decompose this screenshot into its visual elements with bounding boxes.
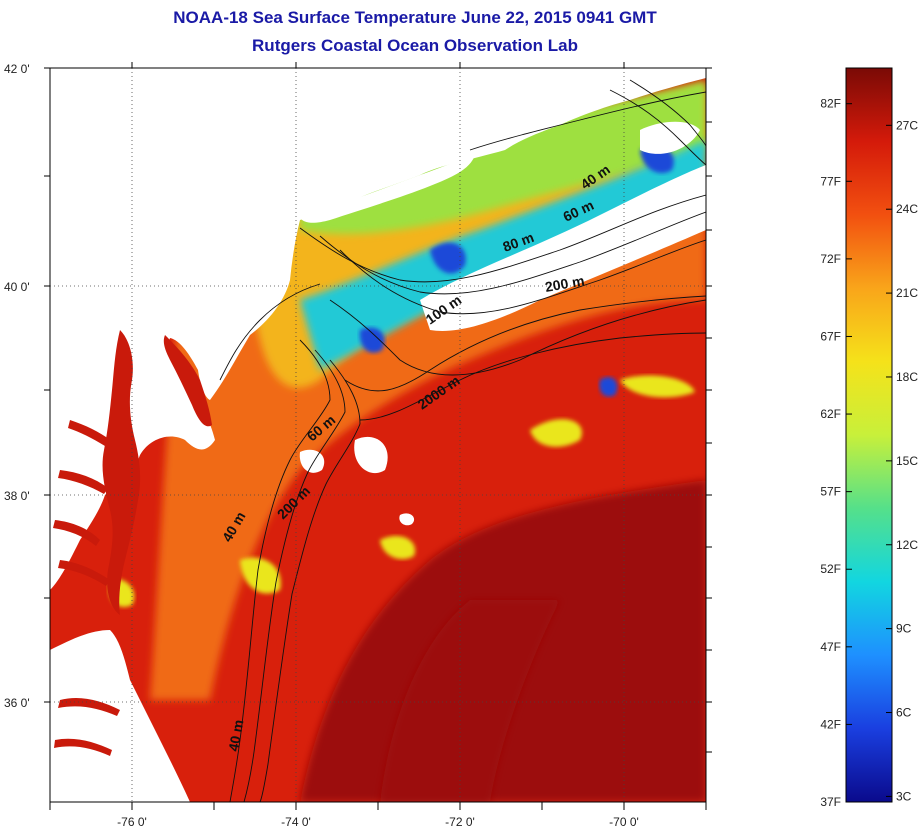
map-title: NOAA-18 Sea Surface Temperature June 22,…: [173, 8, 657, 27]
colorbar: 82F 77F 72F 67F 62F 57F 52F 47F 42F 37F 27C 24C 21C…: [820, 67, 918, 809]
lat-label-36: 36 0': [4, 696, 30, 710]
lon-label-70: -70 0': [609, 815, 639, 829]
colorbar-c-label: 12C: [896, 538, 918, 552]
contour-label-200m-north: 200 m: [544, 272, 586, 295]
cold-band-region: [300, 140, 706, 370]
graticule: [50, 68, 706, 802]
colorbar-f-label: 37F: [820, 795, 841, 809]
land-southern-coast: [50, 630, 190, 802]
lon-label-76: -76 0': [117, 815, 147, 829]
lon-label-74: -74 0': [281, 815, 311, 829]
colorbar-c-label: 9C: [896, 622, 912, 636]
colorbar-gradient: [845, 67, 893, 803]
lon-label-72: -72 0': [445, 815, 475, 829]
colorbar-f-label: 72F: [820, 252, 841, 266]
axis-ticks: [44, 62, 712, 810]
lat-label-40: 40 0': [4, 280, 30, 294]
colorbar-c-label: 6C: [896, 706, 912, 720]
colorbar-f-label: 57F: [820, 485, 841, 499]
lat-label-38: 38 0': [4, 489, 30, 503]
delaware-bay: [163, 335, 212, 427]
colorbar-c-label: 27C: [896, 118, 918, 132]
colorbar-f-label: 52F: [820, 562, 841, 576]
lat-label-42: 42 0': [4, 62, 30, 76]
colorbar-c-label: 18C: [896, 370, 918, 384]
map-image: [50, 68, 706, 802]
map-subtitle: Rutgers Coastal Ocean Observation Lab: [252, 36, 578, 55]
colorbar-f-label: 67F: [820, 329, 841, 343]
colorbar-c-label: 24C: [896, 202, 918, 216]
colorbar-f-label: 62F: [820, 407, 841, 421]
colorbar-f-label: 47F: [820, 640, 841, 654]
colorbar-f-label: 82F: [820, 97, 841, 111]
colorbar-f-label: 77F: [820, 174, 841, 188]
colorbar-c-label: 3C: [896, 789, 912, 803]
land-long-island: [300, 155, 475, 223]
contour-label-40m-south: 40 m: [225, 718, 246, 752]
colorbar-f-label: 42F: [820, 717, 841, 731]
colorbar-c-label: 21C: [896, 286, 918, 300]
bathymetry-contours: [219, 79, 706, 802]
land-mainland: [50, 68, 706, 590]
chesapeake-bay: [102, 330, 141, 615]
colorbar-c-label: 15C: [896, 454, 918, 468]
